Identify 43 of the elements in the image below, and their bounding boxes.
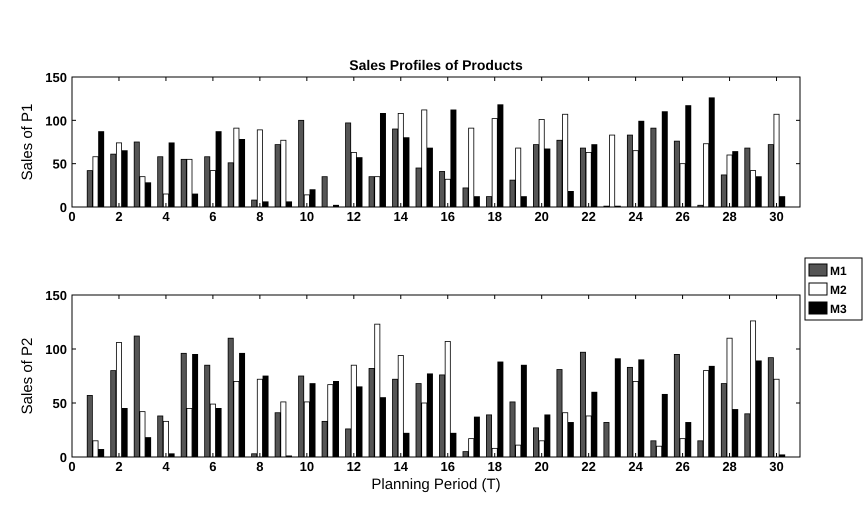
x-tick-label: 22 <box>581 459 596 474</box>
x-tick-label: 28 <box>722 459 737 474</box>
x-tick-label: 24 <box>628 209 644 224</box>
legend-label: M1 <box>830 264 847 278</box>
x-axis-title: Planning Period (T) <box>371 476 501 493</box>
x-tick-label: 18 <box>487 209 502 224</box>
legend-label: M3 <box>830 302 847 316</box>
y-tick-label: 100 <box>45 113 67 128</box>
y-axis-title: Sales of P1 <box>19 104 36 180</box>
chart-title: Sales Profiles of Products <box>349 57 523 73</box>
x-tick-label: 22 <box>581 209 596 224</box>
x-tick-label: 4 <box>162 459 170 474</box>
y-tick-label: 50 <box>52 156 67 172</box>
x-tick-label: 6 <box>209 459 217 474</box>
legend-label: M2 <box>830 283 847 297</box>
x-tick-label: 10 <box>300 459 314 474</box>
x-tick-label: 2 <box>115 209 123 224</box>
y-tick-label: 150 <box>45 288 67 303</box>
x-tick-label: 12 <box>346 209 362 224</box>
x-tick-label: 8 <box>256 209 264 224</box>
y-tick-label: 150 <box>45 70 67 85</box>
x-tick-label: 26 <box>675 459 690 474</box>
x-tick-label: 18 <box>487 459 502 474</box>
x-tick-label: 14 <box>394 209 409 224</box>
x-tick-label: 16 <box>440 209 455 224</box>
x-tick-label: 30 <box>769 459 784 474</box>
x-tick-label: 10 <box>300 209 314 224</box>
y-tick-label: 100 <box>45 342 67 357</box>
x-tick-label: 26 <box>675 209 690 224</box>
x-tick-label: 28 <box>722 209 737 224</box>
x-tick-label: 20 <box>534 209 549 224</box>
x-tick-label: 8 <box>256 459 264 474</box>
x-tick-label: 2 <box>115 459 123 474</box>
x-tick-label: 12 <box>346 459 362 474</box>
x-tick-label: 20 <box>534 459 549 474</box>
x-tick-label: 16 <box>440 459 455 474</box>
x-tick-label: 6 <box>209 209 217 224</box>
y-axis-title: Sales of P2 <box>19 338 36 414</box>
x-tick-label: 30 <box>769 209 784 224</box>
x-tick-label: 24 <box>628 459 644 474</box>
y-tick-label: 50 <box>52 396 67 411</box>
x-tick-label: 4 <box>162 209 170 224</box>
x-tick-label: 14 <box>394 459 409 474</box>
